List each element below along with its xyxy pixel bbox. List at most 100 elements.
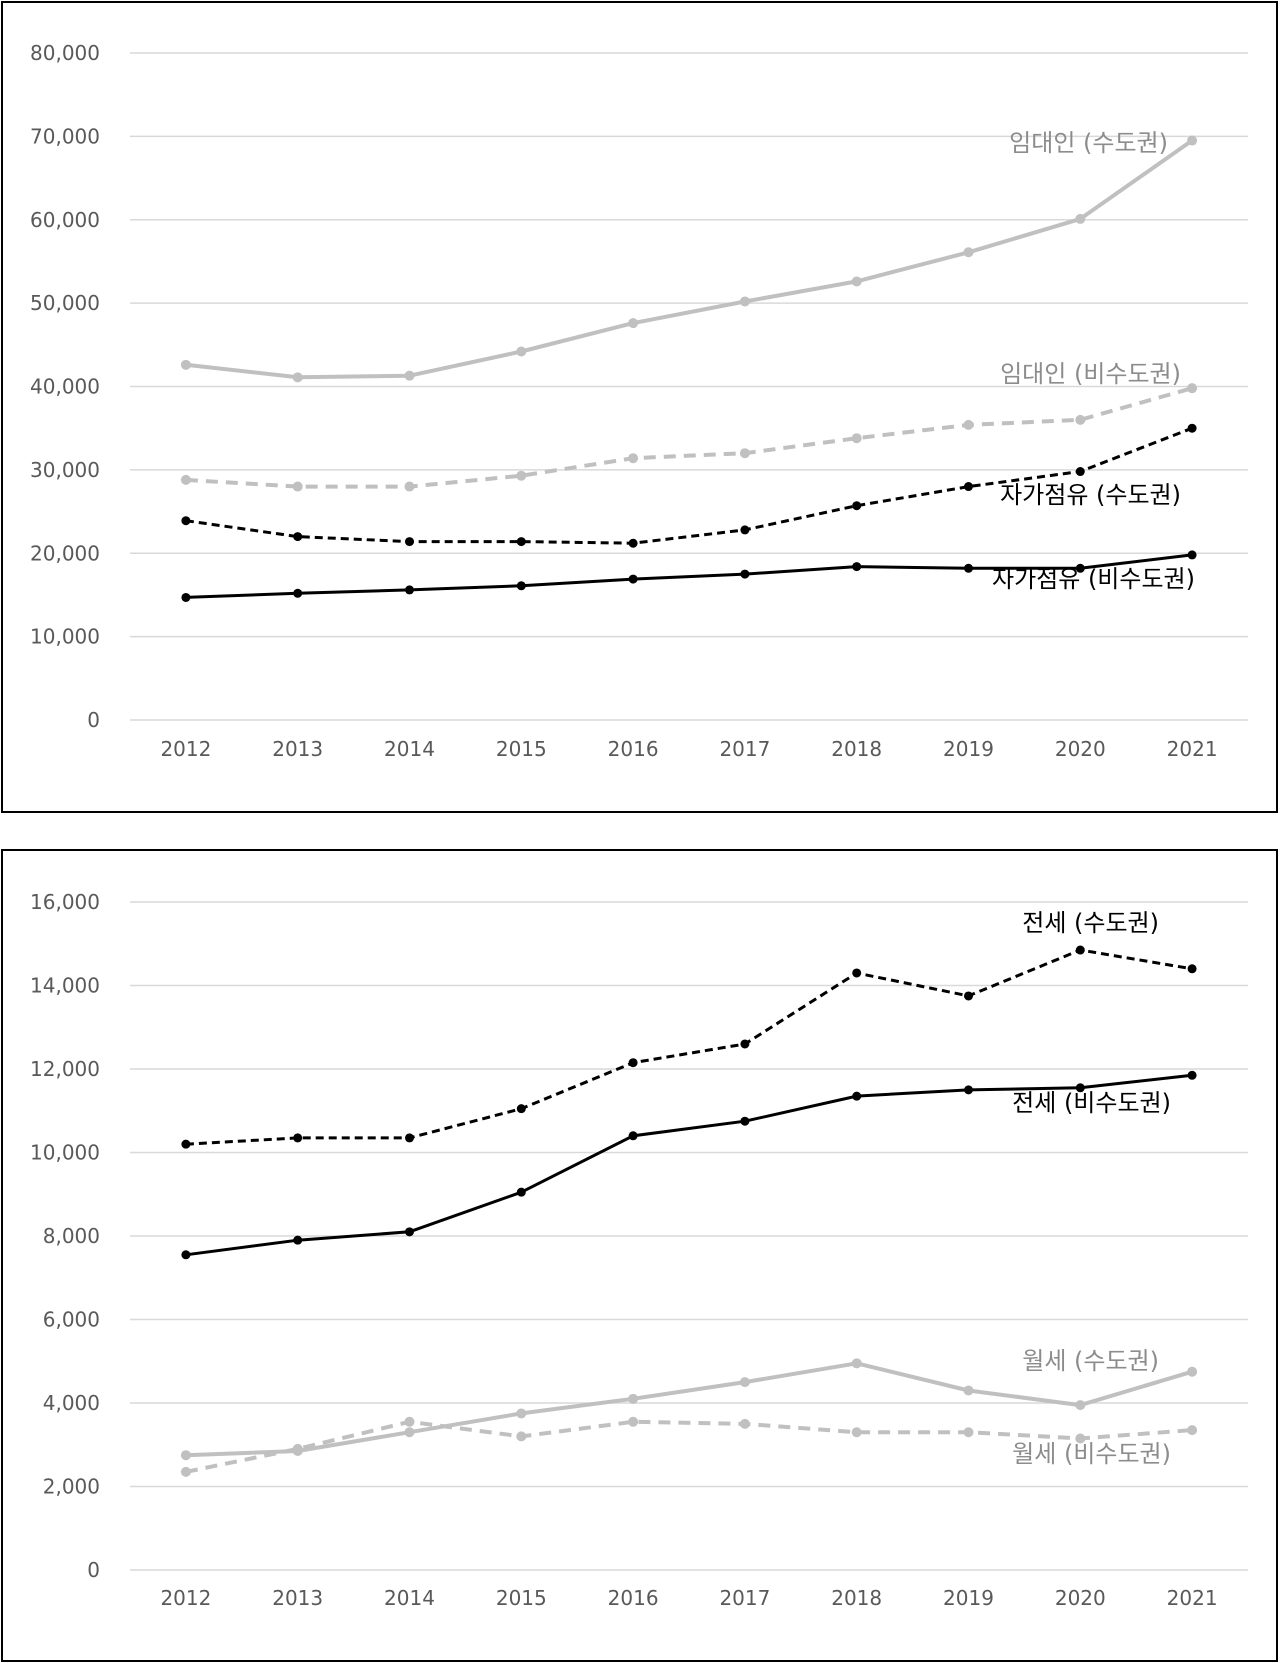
line-chart-top: 0 10,000 20,000 30,000 40,000 50,000 60,000 70,… xyxy=(30,41,1248,761)
data-point-top-3-5 xyxy=(740,569,750,579)
data-point-top-2-1 xyxy=(293,532,303,542)
x-tick-label-bottom-0: 2012 xyxy=(160,1586,211,1610)
y-tick-label-top-0: 0 xyxy=(87,708,100,732)
x-tick-label-bottom-4: 2016 xyxy=(608,1586,659,1610)
data-point-top-1-7 xyxy=(963,419,974,430)
data-point-bottom-3-7 xyxy=(963,1427,974,1438)
data-point-bottom-1-9 xyxy=(1187,1070,1197,1080)
x-tick-label-top-6: 2018 xyxy=(831,737,882,761)
data-point-bottom-1-2 xyxy=(405,1227,414,1237)
series-line-top-1 xyxy=(185,386,1193,489)
data-point-bottom-0-3 xyxy=(516,1104,526,1114)
y-tick-label-top-7: 70,000 xyxy=(30,124,100,148)
y-tick-label-top-6: 60,000 xyxy=(30,208,100,232)
x-tick-label-bottom-5: 2017 xyxy=(719,1586,770,1610)
series-line-bottom-2 xyxy=(185,1361,1193,1458)
series-label-bottom-3: 월세 (비수도권) xyxy=(1012,1440,1171,1468)
series-line-top-3 xyxy=(185,553,1193,599)
x-tick-label-top-3: 2015 xyxy=(496,737,547,761)
chart-panel-top: 0 10,000 20,000 30,000 40,000 50,000 60,000 70,… xyxy=(1,1,1278,813)
line-chart-bottom: 0 2,000 4,000 6,000 8,000 10,000 12,000 14,000 1… xyxy=(30,890,1248,1610)
data-point-bottom-1-7 xyxy=(964,1085,973,1095)
data-point-top-0-7 xyxy=(963,247,974,258)
y-tick-label-top-5: 50,000 xyxy=(30,291,100,315)
data-point-top-2-9 xyxy=(1187,423,1197,433)
series-line-bottom-3 xyxy=(185,1419,1193,1474)
data-point-top-1-2 xyxy=(404,481,415,492)
x-tick-label-bottom-6: 2018 xyxy=(831,1586,882,1610)
data-point-bottom-3-2 xyxy=(404,1416,415,1427)
y-tick-label-bottom-4: 8,000 xyxy=(43,1224,100,1248)
x-tick-label-top-9: 2021 xyxy=(1167,737,1218,761)
series-label-top-2: 자가점유 (수도권) xyxy=(1000,481,1181,509)
y-tick-label-top-8: 80,000 xyxy=(30,41,100,65)
data-point-bottom-2-8 xyxy=(1075,1400,1086,1411)
data-point-top-2-0 xyxy=(181,516,191,526)
data-point-bottom-0-4 xyxy=(628,1058,638,1068)
data-point-top-3-4 xyxy=(628,574,638,584)
y-tick-label-top-4: 40,000 xyxy=(30,375,100,399)
series-label-bottom-0: 전세 (수도권) xyxy=(1022,909,1159,937)
data-point-bottom-1-0 xyxy=(181,1250,191,1260)
data-point-top-0-5 xyxy=(739,296,750,307)
data-point-top-1-8 xyxy=(1075,414,1086,425)
data-point-bottom-1-6 xyxy=(852,1091,862,1101)
data-point-bottom-0-6 xyxy=(852,968,862,978)
data-point-bottom-3-9 xyxy=(1187,1425,1198,1436)
y-tick-label-bottom-7: 14,000 xyxy=(30,974,100,998)
data-point-bottom-2-2 xyxy=(404,1427,415,1438)
x-tick-label-top-7: 2019 xyxy=(943,737,994,761)
data-point-bottom-0-0 xyxy=(181,1139,191,1149)
data-point-top-0-8 xyxy=(1075,213,1086,224)
x-tick-label-bottom-8: 2020 xyxy=(1055,1586,1106,1610)
data-point-bottom-3-4 xyxy=(628,1416,639,1427)
data-point-bottom-2-7 xyxy=(963,1385,974,1396)
data-point-bottom-0-5 xyxy=(740,1039,750,1049)
data-point-top-3-6 xyxy=(852,562,862,572)
x-tick-label-top-8: 2020 xyxy=(1055,737,1106,761)
data-point-bottom-2-6 xyxy=(851,1358,862,1369)
data-point-top-1-3 xyxy=(516,470,527,481)
y-tick-label-top-1: 10,000 xyxy=(30,625,100,649)
data-point-top-0-1 xyxy=(292,372,303,383)
data-point-top-2-6 xyxy=(852,501,862,511)
data-point-top-0-2 xyxy=(404,370,415,381)
data-point-top-1-0 xyxy=(180,474,191,485)
y-tick-label-bottom-2: 4,000 xyxy=(43,1391,100,1415)
data-point-bottom-1-4 xyxy=(628,1131,638,1141)
data-point-top-0-4 xyxy=(628,318,639,329)
data-point-top-0-9 xyxy=(1187,135,1198,146)
chart-panel-bottom: 0 2,000 4,000 6,000 8,000 10,000 12,000 14,000 1… xyxy=(1,849,1278,1662)
x-tick-label-top-2: 2014 xyxy=(384,737,435,761)
data-point-bottom-2-3 xyxy=(516,1408,527,1419)
series-line-top-2 xyxy=(185,426,1193,545)
data-point-top-3-2 xyxy=(405,585,414,595)
x-tick-label-top-0: 2012 xyxy=(160,737,211,761)
x-tick-label-bottom-1: 2013 xyxy=(272,1586,323,1610)
data-point-top-2-3 xyxy=(516,537,526,547)
data-point-bottom-3-1 xyxy=(292,1443,303,1454)
x-tick-label-bottom-3: 2015 xyxy=(496,1586,547,1610)
data-point-bottom-1-5 xyxy=(740,1116,750,1126)
series-label-top-1: 임대인 (비수도권) xyxy=(1000,360,1181,388)
y-tick-label-top-2: 20,000 xyxy=(30,541,100,565)
data-point-top-2-2 xyxy=(405,537,414,547)
data-point-bottom-0-8 xyxy=(1075,945,1085,955)
data-point-bottom-2-5 xyxy=(739,1377,750,1388)
data-point-bottom-2-9 xyxy=(1187,1366,1198,1377)
y-tick-label-bottom-1: 2,000 xyxy=(43,1475,100,1499)
data-point-bottom-1-1 xyxy=(293,1235,303,1245)
y-tick-label-bottom-3: 6,000 xyxy=(43,1308,100,1332)
data-point-top-3-9 xyxy=(1187,550,1197,560)
series-label-top-0: 임대인 (수도권) xyxy=(1009,129,1168,157)
data-point-bottom-3-5 xyxy=(739,1418,750,1429)
x-tick-label-top-5: 2017 xyxy=(719,737,770,761)
data-point-top-2-7 xyxy=(964,482,973,492)
data-point-top-1-4 xyxy=(628,453,639,464)
series-line-top-0 xyxy=(185,138,1194,380)
data-point-top-0-0 xyxy=(180,359,191,370)
series-label-bottom-1: 전세 (비수도권) xyxy=(1012,1089,1171,1117)
data-point-bottom-3-6 xyxy=(851,1427,862,1438)
x-tick-label-bottom-2: 2014 xyxy=(384,1586,435,1610)
data-point-bottom-3-3 xyxy=(516,1431,527,1442)
